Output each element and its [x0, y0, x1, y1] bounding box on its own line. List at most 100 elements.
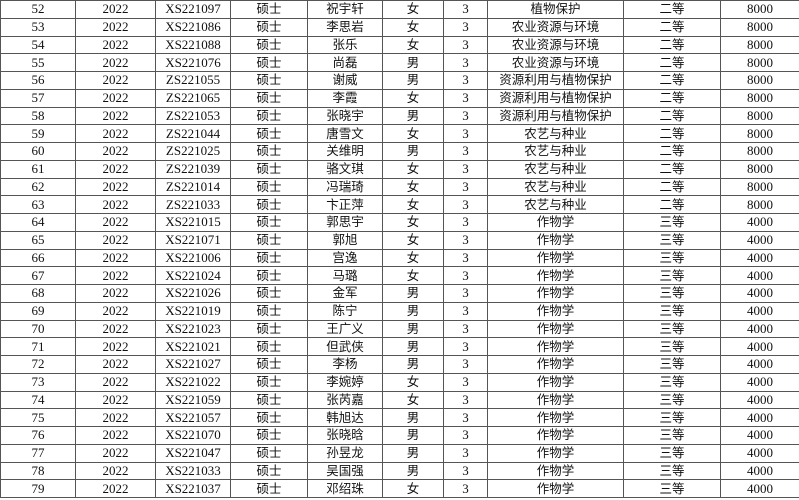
cell-gender: 女: [382, 230, 444, 250]
cell-student-id: XS221027: [155, 355, 231, 374]
cell-name: 骆文琪: [307, 159, 383, 179]
cell-amount: 4000: [720, 284, 799, 303]
cell-gender: 女: [382, 0, 444, 19]
cell-major: 作物学: [487, 319, 624, 339]
cell-name: 宫逸: [307, 248, 383, 268]
cell-name: 冯瑞琦: [307, 177, 383, 197]
cell-duration: 3: [443, 337, 488, 356]
cell-duration: 3: [443, 479, 488, 498]
table-row: 79 2022 XS221037 硕士 邓绍珠女 3 作物学 三等 4000: [0, 479, 799, 498]
cell-duration: 3: [443, 408, 488, 427]
table-row: 60 2022 ZS221025 硕士 关维明男 3 农艺与种业 二等 8000: [0, 142, 799, 161]
cell-amount: 8000: [720, 106, 799, 126]
cell-degree: 硕士: [230, 195, 308, 214]
cell-gender: 女: [382, 266, 444, 285]
table-row: 66 2022 XS221006 硕士 宫逸女 3 作物学 三等 4000: [0, 248, 799, 268]
cell-student-id: ZS221053: [155, 106, 231, 126]
cell-award-grade: 二等: [623, 88, 721, 108]
cell-name: 张晓晗: [307, 426, 383, 445]
cell-major: 作物学: [487, 390, 624, 410]
cell-gender: 女: [382, 213, 444, 232]
cell-student-id: ZS221025: [155, 142, 231, 161]
cell-row-number: 71: [0, 337, 76, 356]
cell-gender: 男: [382, 284, 444, 303]
cell-year: 2022: [75, 355, 156, 374]
cell-gender: 男: [382, 142, 444, 161]
table-row: 55 2022 XS221076 硕士 尚磊男 3 农业资源与环境 二等 8000: [0, 53, 799, 72]
cell-gender: 女: [382, 124, 444, 143]
cell-major: 农艺与种业: [487, 159, 624, 179]
cell-amount: 4000: [720, 461, 799, 481]
cell-award-grade: 三等: [623, 408, 721, 427]
cell-degree: 硕士: [230, 266, 308, 285]
cell-row-number: 55: [0, 53, 76, 72]
cell-row-number: 75: [0, 408, 76, 427]
cell-duration: 3: [443, 71, 488, 90]
cell-major: 农艺与种业: [487, 124, 624, 143]
cell-degree: 硕士: [230, 177, 308, 197]
cell-name: 吴国强: [307, 461, 383, 481]
cell-name: 郭旭: [307, 230, 383, 250]
cell-duration: 3: [443, 88, 488, 108]
cell-name: 邓绍珠: [307, 479, 383, 498]
cell-name: 李婉婷: [307, 372, 383, 392]
cell-major: 农艺与种业: [487, 177, 624, 197]
cell-major: 作物学: [487, 372, 624, 392]
table-row: 52 2022 XS221097 硕士 祝宇轩女 3 植物保护 二等 8000: [0, 0, 799, 19]
cell-gender: 女: [382, 17, 444, 37]
cell-degree: 硕士: [230, 17, 308, 37]
cell-major: 农业资源与环境: [487, 17, 624, 37]
cell-degree: 硕士: [230, 248, 308, 268]
cell-year: 2022: [75, 301, 156, 321]
cell-row-number: 63: [0, 195, 76, 214]
cell-name: 李思岩: [307, 17, 383, 37]
cell-student-id: XS221022: [155, 372, 231, 392]
cell-major: 农业资源与环境: [487, 35, 624, 55]
cell-year: 2022: [75, 213, 156, 232]
cell-student-id: XS221023: [155, 319, 231, 339]
cell-degree: 硕士: [230, 0, 308, 19]
cell-degree: 硕士: [230, 479, 308, 498]
cell-degree: 硕士: [230, 213, 308, 232]
cell-award-grade: 三等: [623, 443, 721, 463]
cell-year: 2022: [75, 230, 156, 250]
cell-major: 作物学: [487, 213, 624, 232]
cell-student-id: XS221086: [155, 17, 231, 37]
cell-duration: 3: [443, 17, 488, 37]
cell-duration: 3: [443, 142, 488, 161]
cell-year: 2022: [75, 35, 156, 55]
cell-duration: 3: [443, 106, 488, 126]
cell-row-number: 76: [0, 426, 76, 445]
cell-name: 但武侠: [307, 337, 383, 356]
cell-amount: 4000: [720, 355, 799, 374]
table-row: 72 2022 XS221027 硕士 李杨男 3 作物学 三等 4000: [0, 355, 799, 374]
cell-year: 2022: [75, 17, 156, 37]
cell-row-number: 54: [0, 35, 76, 55]
table-row: 71 2022 XS221021 硕士 但武侠男 3 作物学 三等 4000: [0, 337, 799, 356]
cell-degree: 硕士: [230, 106, 308, 126]
cell-degree: 硕士: [230, 390, 308, 410]
cell-amount: 4000: [720, 479, 799, 498]
cell-award-grade: 二等: [623, 0, 721, 19]
cell-duration: 3: [443, 230, 488, 250]
cell-name: 张乐: [307, 35, 383, 55]
cell-row-number: 62: [0, 177, 76, 197]
cell-gender: 男: [382, 408, 444, 427]
cell-amount: 8000: [720, 142, 799, 161]
cell-amount: 8000: [720, 53, 799, 72]
cell-name: 马璐: [307, 266, 383, 285]
table-row: 56 2022 ZS221055 硕士 谢威男 3 资源利用与植物保护 二等 8000: [0, 71, 799, 90]
cell-duration: 3: [443, 53, 488, 72]
cell-duration: 3: [443, 266, 488, 285]
cell-amount: 4000: [720, 213, 799, 232]
cell-student-id: XS221033: [155, 461, 231, 481]
cell-gender: 女: [382, 177, 444, 197]
cell-name: 关维明: [307, 142, 383, 161]
cell-award-grade: 三等: [623, 284, 721, 303]
cell-name: 郭思宇: [307, 213, 383, 232]
cell-duration: 3: [443, 159, 488, 179]
cell-year: 2022: [75, 461, 156, 481]
cell-gender: 男: [382, 355, 444, 374]
cell-gender: 男: [382, 301, 444, 321]
cell-student-id: XS221037: [155, 479, 231, 498]
